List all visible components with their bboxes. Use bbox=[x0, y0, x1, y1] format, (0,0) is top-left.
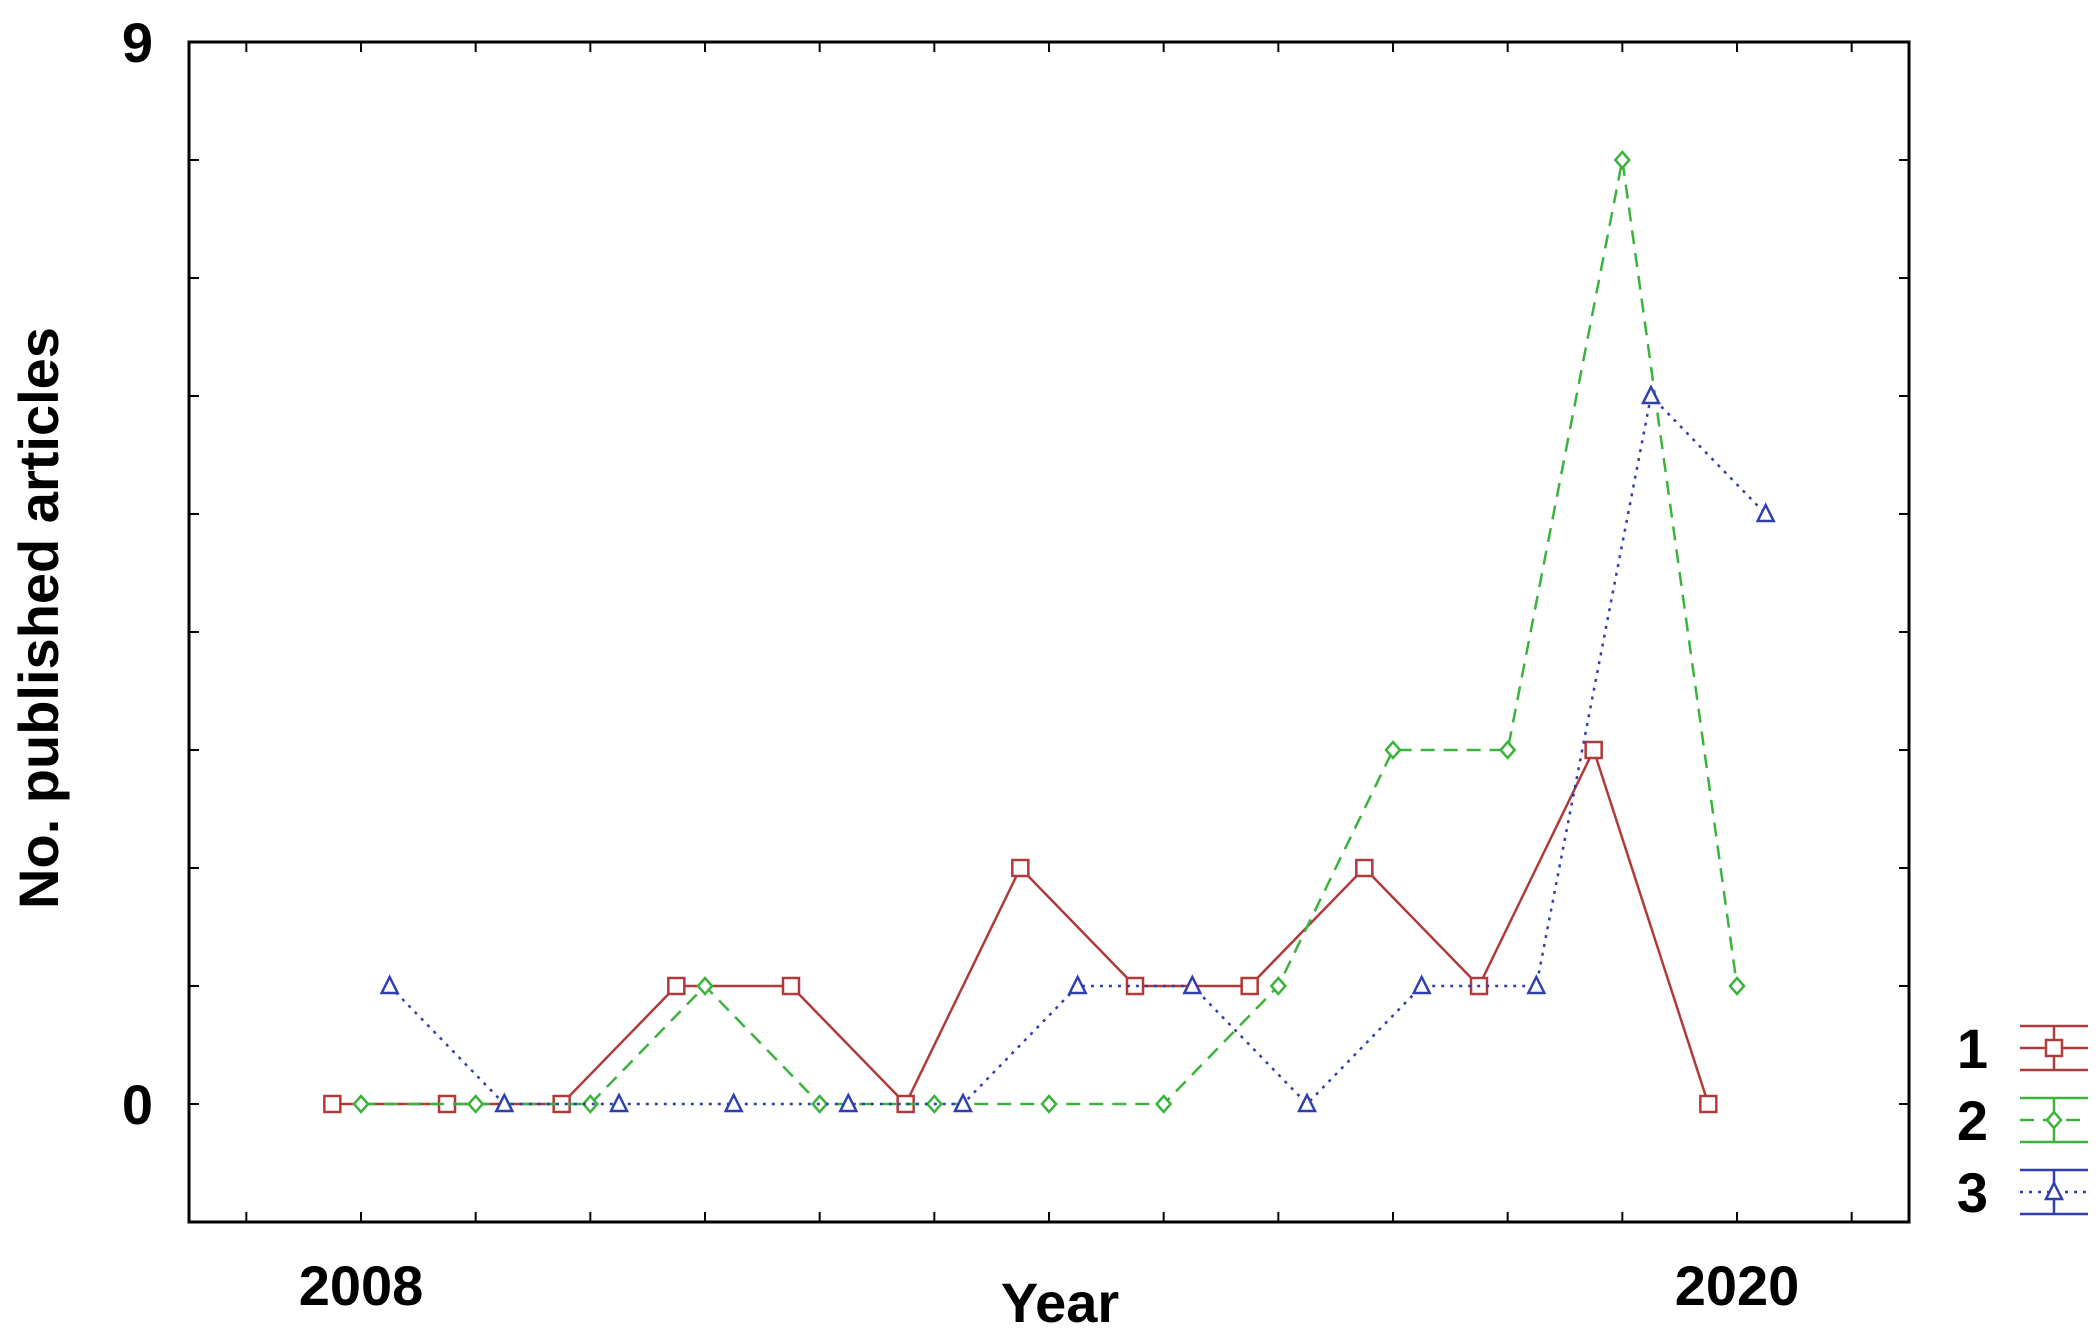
data-point bbox=[1411, 974, 1432, 995]
x-axis-label: Year bbox=[1001, 1271, 1119, 1334]
data-point bbox=[352, 1094, 370, 1114]
data-point bbox=[467, 1094, 485, 1114]
series-2 bbox=[352, 150, 1746, 1114]
data-point bbox=[838, 1092, 859, 1113]
data-point bbox=[723, 1092, 744, 1113]
data-point bbox=[1699, 1094, 1718, 1114]
data-point bbox=[323, 1094, 342, 1114]
data-point bbox=[1526, 974, 1547, 995]
data-point bbox=[1384, 740, 1402, 760]
series-line-3 bbox=[388, 393, 1767, 1106]
axis-tick-labels: 0 9 2008 2020 bbox=[122, 11, 1799, 1317]
legend-label: 1 bbox=[1957, 1017, 1988, 1080]
series-3 bbox=[379, 384, 1776, 1113]
series-layer bbox=[323, 150, 1776, 1114]
data-point bbox=[608, 1092, 630, 1113]
data-point bbox=[581, 1094, 599, 1114]
data-point bbox=[1355, 858, 1374, 878]
data-point bbox=[781, 976, 801, 996]
series-1 bbox=[323, 740, 1718, 1114]
data-point bbox=[1296, 1092, 1318, 1113]
data-point bbox=[667, 976, 686, 996]
y-axis-label: No. published articles bbox=[7, 327, 70, 909]
data-point bbox=[1499, 740, 1517, 760]
data-point bbox=[1182, 974, 1203, 995]
series-line-1 bbox=[332, 746, 1710, 1107]
data-point bbox=[1011, 858, 1030, 878]
data-point bbox=[1040, 1094, 1058, 1114]
data-point bbox=[1640, 384, 1662, 405]
data-point bbox=[1240, 976, 1259, 996]
legend: 1 2 3 bbox=[1957, 1017, 2088, 1224]
data-point bbox=[379, 974, 400, 995]
data-point bbox=[494, 1092, 515, 1113]
data-point bbox=[952, 1092, 974, 1113]
data-point bbox=[1728, 976, 1746, 996]
axis-ticks bbox=[189, 42, 1909, 1222]
data-point bbox=[1155, 1094, 1173, 1114]
legend-marker bbox=[2044, 1038, 2064, 1058]
x-tick-label: 2008 bbox=[299, 1254, 424, 1317]
data-point bbox=[1755, 502, 1776, 523]
data-point bbox=[696, 976, 714, 996]
legend-label: 3 bbox=[1957, 1161, 1988, 1224]
data-point bbox=[1584, 740, 1603, 760]
data-point bbox=[1613, 150, 1631, 170]
x-tick-label: 2020 bbox=[1675, 1254, 1800, 1317]
y-tick-label: 0 bbox=[122, 1073, 153, 1136]
data-point bbox=[1067, 974, 1088, 995]
legend-marker bbox=[2045, 1110, 2063, 1130]
legend-marker bbox=[2043, 1180, 2065, 1201]
y-tick-label: 9 bbox=[122, 11, 153, 74]
data-point bbox=[1269, 976, 1287, 996]
series-line-2 bbox=[361, 159, 1739, 1106]
legend-label: 2 bbox=[1957, 1089, 1988, 1152]
